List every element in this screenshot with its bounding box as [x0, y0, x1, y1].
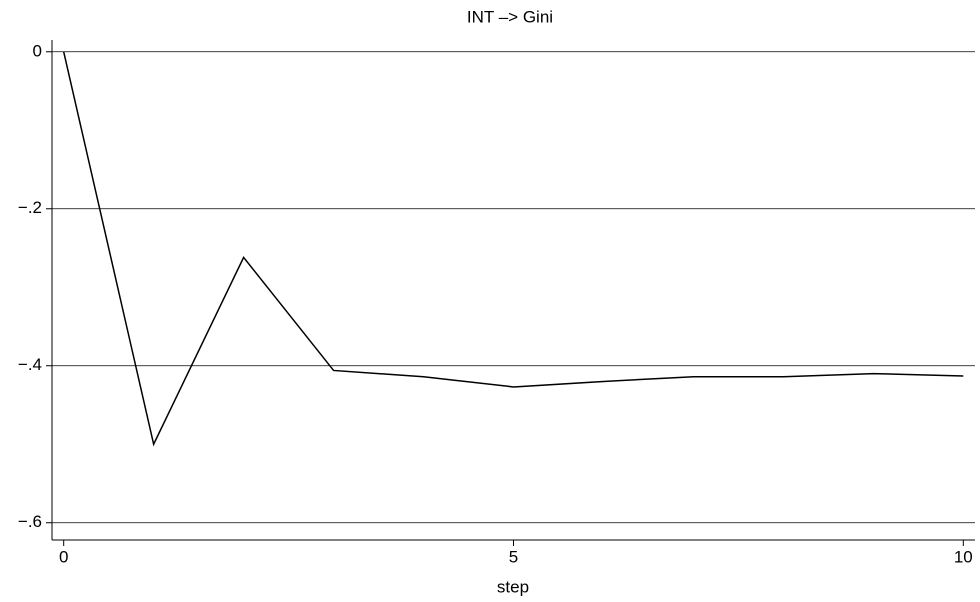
- x-tick-label: 10: [954, 547, 973, 566]
- y-tick-label: −.4: [18, 355, 42, 374]
- y-tick-label: −.6: [18, 512, 42, 531]
- y-tick-label: 0: [33, 41, 42, 60]
- x-axis-label: step: [497, 577, 529, 596]
- x-tick-label: 5: [509, 547, 518, 566]
- line: [62, 51, 964, 447]
- x-tick-label: 0: [59, 547, 68, 566]
- y-tick-label: −.2: [18, 198, 42, 217]
- chart-title: INT –> Gini: [467, 7, 553, 26]
